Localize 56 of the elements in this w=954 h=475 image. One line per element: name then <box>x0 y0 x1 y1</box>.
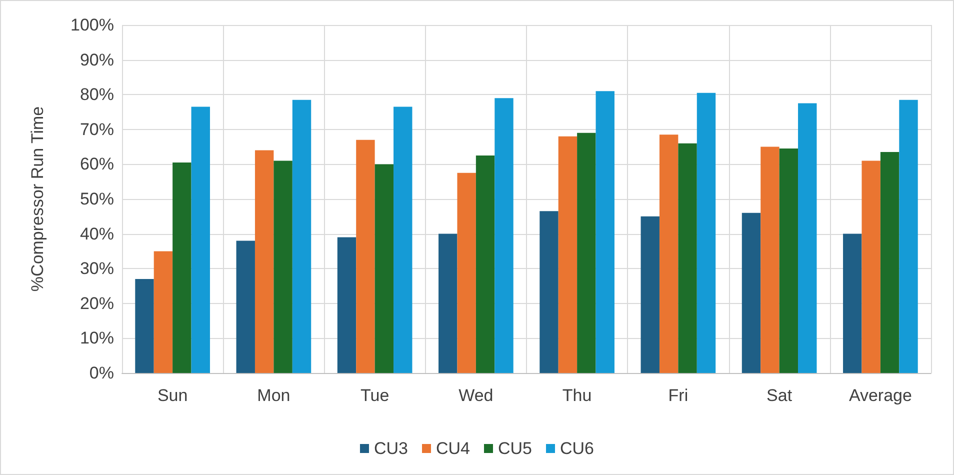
x-tick-label: Average <box>848 386 912 405</box>
bar <box>843 234 862 373</box>
bar <box>394 106 412 373</box>
bar <box>476 156 495 373</box>
y-tick-label: 40% <box>80 224 114 244</box>
bar <box>135 279 154 373</box>
x-tick-label: Tue <box>360 386 390 405</box>
bar <box>798 103 817 373</box>
y-tick-label: 30% <box>80 259 114 278</box>
bar <box>899 100 918 373</box>
bar <box>880 152 900 373</box>
bar <box>154 251 173 373</box>
y-tick-label: 70% <box>80 120 114 139</box>
bar <box>558 136 578 373</box>
y-tick-label: 0% <box>89 364 114 382</box>
y-tick-label: 50% <box>80 190 114 208</box>
bar <box>659 134 678 373</box>
legend-label: CU4 <box>436 439 470 458</box>
bar <box>292 100 312 373</box>
bar <box>374 164 394 373</box>
x-tick-label: Fri <box>668 386 688 405</box>
bar <box>760 146 780 373</box>
y-tick-label: 90% <box>80 50 114 70</box>
bar <box>862 160 880 373</box>
bar <box>640 216 660 373</box>
x-tick-label: Mon <box>257 386 290 405</box>
bar <box>779 148 798 373</box>
bar <box>172 162 192 373</box>
x-tick-label: Sat <box>766 386 792 405</box>
y-tick-label: 20% <box>80 294 114 313</box>
y-axis-title: %Compressor Run Time <box>28 106 47 292</box>
legend-label: CU3 <box>374 439 408 458</box>
bar <box>540 211 558 373</box>
y-tick-label: 10% <box>80 328 114 348</box>
x-tick-label: Wed <box>458 386 494 405</box>
bar <box>191 106 210 373</box>
bar <box>236 240 255 373</box>
bar <box>337 237 356 373</box>
legend-label: CU6 <box>560 439 594 458</box>
bar <box>457 172 476 373</box>
y-tick-label: 60% <box>80 154 114 174</box>
bar <box>696 92 716 373</box>
y-tick-label: 80% <box>80 85 114 104</box>
bar <box>494 98 514 373</box>
bar <box>356 140 375 373</box>
bar <box>596 91 614 373</box>
bar <box>742 212 761 373</box>
bar <box>577 132 596 373</box>
x-tick-label: Thu <box>562 386 592 405</box>
x-tick-label: Sun <box>157 386 188 405</box>
legend-label: CU5 <box>498 439 532 458</box>
bar <box>678 143 697 373</box>
y-tick-label: 100% <box>70 16 114 34</box>
bar <box>438 234 458 373</box>
bar <box>254 150 274 373</box>
bar <box>274 160 292 373</box>
